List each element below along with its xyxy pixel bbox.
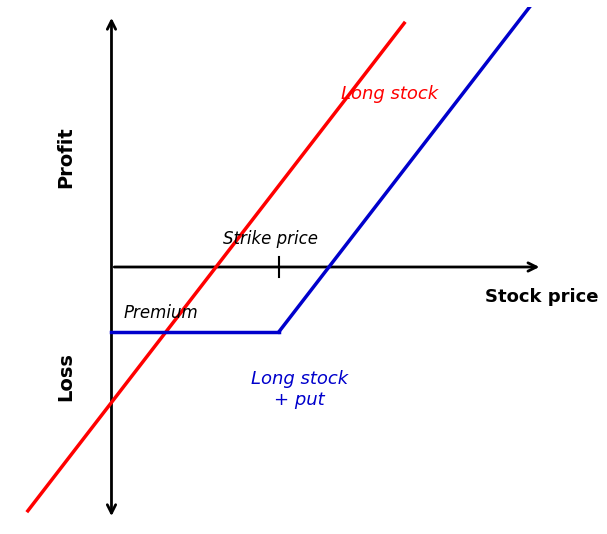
Text: Stock price: Stock price	[486, 288, 599, 305]
Text: Long stock
+ put: Long stock + put	[251, 370, 348, 409]
Text: Long stock: Long stock	[342, 84, 439, 103]
Text: Profit: Profit	[56, 127, 75, 188]
Text: Strike price: Strike price	[223, 230, 318, 248]
Text: Premium: Premium	[124, 304, 198, 322]
Text: Loss: Loss	[56, 352, 75, 401]
